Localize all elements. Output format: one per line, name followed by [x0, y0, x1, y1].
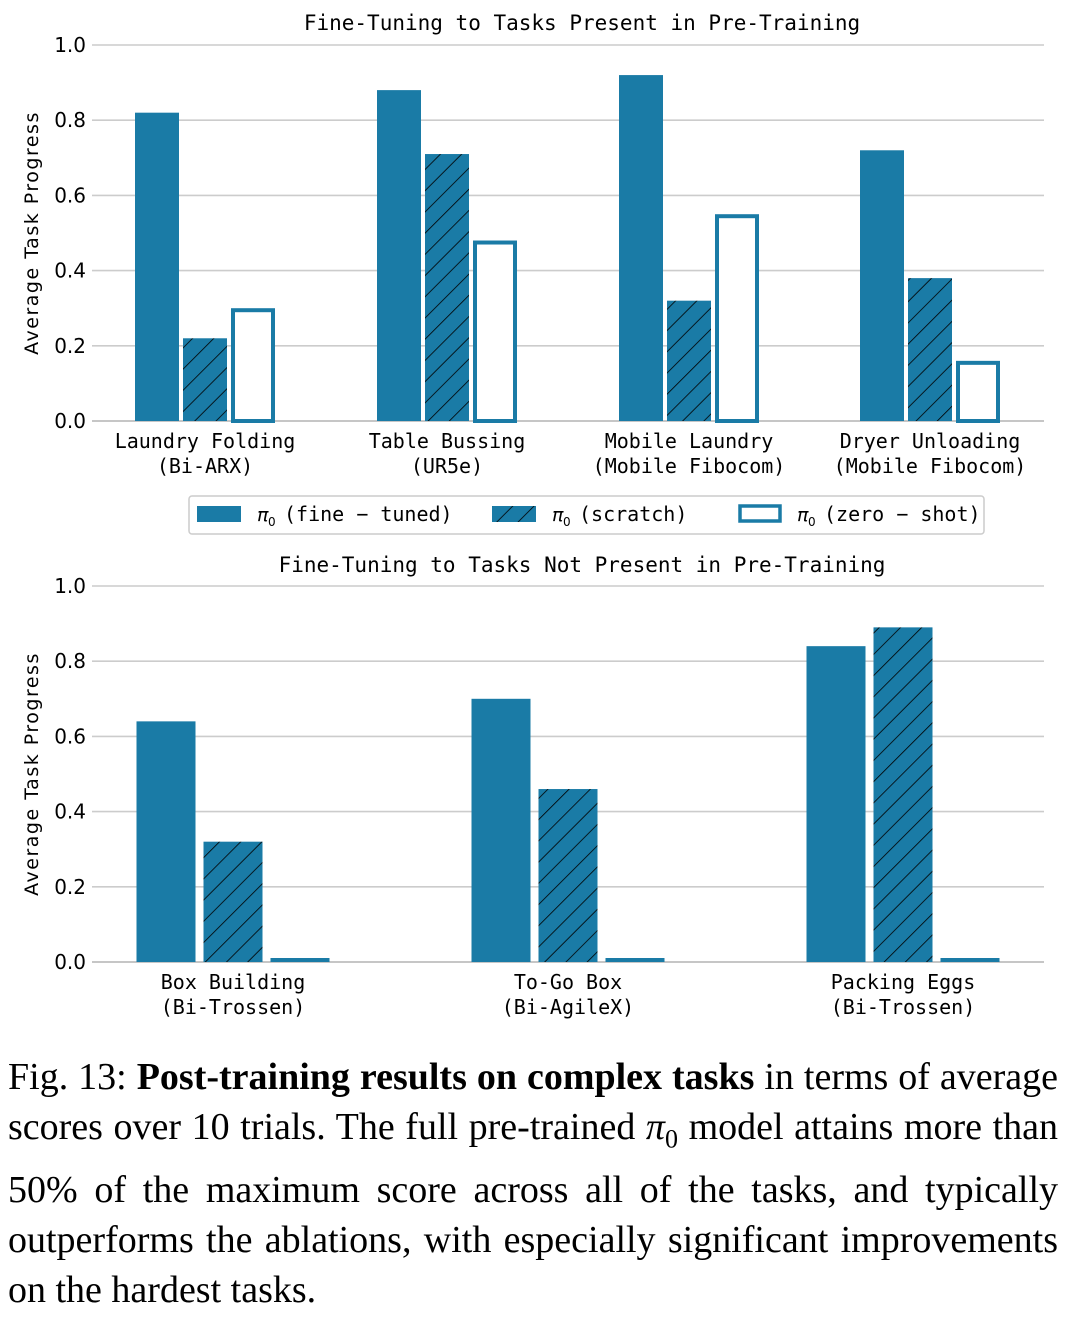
legend-swatch-scratch	[492, 506, 536, 522]
x-tick-sublabel: (Bi-AgileX)	[502, 995, 634, 1019]
x-tick-label: Box Building	[161, 970, 306, 994]
legend-pi: π	[552, 504, 564, 526]
chart-title: Fine-Tuning to Tasks Present in Pre-Trai…	[304, 11, 860, 35]
bar-zero-shot	[605, 958, 665, 962]
y-axis-label: Average Task Progress	[21, 652, 43, 896]
x-tick-sublabel: (Bi-Trossen)	[831, 995, 976, 1019]
x-tick-sublabel: (Mobile Fibocom)	[834, 454, 1027, 478]
y-tick-label: 0.4	[54, 259, 86, 283]
x-tick-label: Dryer Unloading	[840, 429, 1021, 453]
figure-caption: Fig. 13: Post-training results on comple…	[8, 1052, 1058, 1315]
x-tick-label: Table Bussing	[369, 429, 526, 453]
bar-scratch	[425, 154, 469, 422]
y-tick-label: 0.2	[54, 875, 86, 899]
bar-scratch	[667, 300, 711, 421]
y-tick-label: 0.8	[54, 108, 86, 132]
y-axis-label: Average Task Progress	[21, 111, 43, 355]
caption-text-2: model attains more than 50% of the maxim…	[8, 1106, 1058, 1311]
caption-label: Fig. 13:	[8, 1056, 127, 1098]
bar-fine-tuned	[471, 698, 531, 962]
y-tick-label: 0.4	[54, 800, 86, 824]
legend-pi-subscript: 0	[563, 515, 571, 529]
y-tick-label: 0.8	[54, 649, 86, 673]
bar-fine-tuned	[860, 150, 904, 421]
y-tick-label: 0.0	[54, 409, 86, 433]
x-tick-sublabel: (Bi-Trossen)	[161, 995, 306, 1019]
x-tick-sublabel: (Mobile Fibocom)	[593, 454, 786, 478]
legend-box	[188, 495, 985, 535]
caption-pi-sub: 0	[664, 1124, 678, 1154]
figure: Fine-Tuning to Tasks Present in Pre-Trai…	[21, 11, 1044, 1019]
y-tick-label: 1.0	[54, 33, 86, 57]
legend-label: (scratch)	[579, 502, 687, 526]
legend-swatch-zero-shot	[738, 504, 782, 523]
bar-fine-tuned	[136, 721, 196, 962]
bar-scratch	[873, 627, 933, 962]
bar-zero-shot	[956, 360, 1000, 423]
legend-pi: π	[797, 504, 809, 526]
chart-title: Fine-Tuning to Tasks Not Present in Pre-…	[279, 553, 886, 577]
legend-label: (fine − tuned)	[284, 502, 453, 526]
x-tick-label: Packing Eggs	[831, 970, 976, 994]
x-tick-label: Mobile Laundry	[605, 429, 774, 453]
y-tick-label: 0.2	[54, 334, 86, 358]
x-tick-sublabel: (Bi-ARX)	[157, 454, 253, 478]
bar-fine-tuned	[619, 75, 663, 421]
caption-text-1: in terms of average scores over 10 trial…	[8, 1056, 1059, 1148]
y-tick-label: 1.0	[54, 574, 86, 598]
chart-canvas: Fine-Tuning to Tasks Present in Pre-Trai…	[21, 11, 1044, 1019]
caption-pi: π	[645, 1106, 665, 1148]
bar-zero-shot	[270, 958, 330, 962]
x-tick-label: To-Go Box	[514, 970, 622, 994]
bar-zero-shot	[231, 308, 275, 424]
bar-fine-tuned	[377, 90, 421, 422]
legend-pi: π	[257, 504, 269, 526]
bar-zero-shot	[473, 240, 517, 423]
legend-label: (zero − shot)	[824, 502, 981, 526]
bar-scratch	[908, 278, 952, 421]
legend-pi-subscript: 0	[808, 515, 816, 529]
y-tick-label: 0.6	[54, 183, 86, 207]
x-tick-label: Laundry Folding	[115, 429, 296, 453]
bar-zero-shot	[715, 214, 759, 423]
x-tick-sublabel: (UR5e)	[411, 454, 483, 478]
bar-fine-tuned	[806, 646, 866, 962]
legend-swatch-fine-tuned	[197, 506, 241, 522]
bar-scratch	[203, 841, 263, 962]
caption-bold: Post-training results on complex tasks	[136, 1056, 755, 1098]
bar-zero-shot	[940, 958, 1000, 962]
y-tick-label: 0.6	[54, 724, 86, 748]
bar-scratch	[538, 789, 598, 962]
y-tick-label: 0.0	[54, 950, 86, 974]
legend-pi-subscript: 0	[268, 515, 276, 529]
bar-scratch	[183, 338, 227, 421]
bar-fine-tuned	[135, 112, 179, 422]
